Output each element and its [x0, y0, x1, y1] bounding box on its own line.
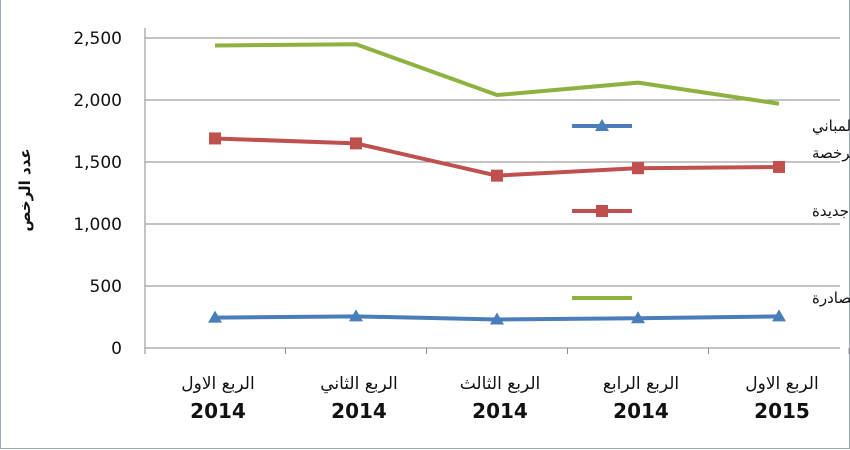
data-point	[349, 309, 363, 322]
x-tick-label-year: 2014	[331, 399, 387, 423]
series-lines	[208, 42, 786, 325]
legend-marker	[596, 205, 608, 217]
y-tick-label: 1,000	[73, 215, 122, 235]
legend-item: اضافات جديدة لمباني مرخصة	[572, 117, 850, 162]
x-tick-label-year: 2014	[190, 399, 246, 423]
y-tick-label: 0	[111, 339, 122, 359]
gridlines	[145, 37, 840, 287]
series-0	[214, 42, 780, 106]
legend-label: الرخص الصادرة	[812, 289, 850, 307]
legend-label: مرخصة	[812, 144, 850, 162]
x-tick-label-quarter: الربع الثاني	[320, 374, 398, 394]
x-tick-label-quarter: الربع الثالث	[460, 374, 541, 394]
legend-item: أبنية جديدة	[572, 201, 850, 220]
data-point	[632, 162, 644, 175]
data-point	[772, 309, 786, 322]
series-line	[214, 42, 780, 106]
legend-marker	[595, 119, 609, 131]
legend-label: أبنية جديدة	[812, 201, 850, 220]
y-axis-ticks: 0 500 1,000 1,500 2,000 2,500	[73, 29, 122, 359]
y-tick-label: 2,500	[73, 29, 122, 49]
legend: اضافات جديدة لمباني مرخصة أبنية جديدة الرخص…	[572, 117, 850, 307]
data-point	[209, 132, 221, 145]
x-tick-label-quarter: الربع الاول	[181, 374, 254, 394]
y-tick-label: 1,500	[73, 153, 122, 173]
data-point	[491, 169, 503, 182]
x-tick-label-year: 2014	[613, 399, 669, 423]
y-tick-label: 2,000	[73, 91, 122, 111]
series-1	[209, 132, 785, 182]
data-point	[350, 137, 362, 150]
data-point	[631, 311, 645, 324]
series-2	[208, 309, 786, 325]
x-tick-label-year: 2015	[754, 399, 810, 423]
x-tick-label-quarter: الربع الرابع	[603, 374, 679, 394]
legend-label: اضافات جديدة لمباني	[812, 117, 850, 136]
y-tick-label: 500	[90, 277, 122, 297]
x-tick-label-quarter: الربع الاول	[745, 374, 818, 394]
x-axis: الربع الاول 2014 الربع الثاني 2014 الربع الث…	[144, 28, 850, 423]
x-tick-label-year: 2014	[472, 399, 528, 423]
y-axis-label: عدد الرخص	[16, 148, 34, 231]
data-point	[490, 312, 504, 325]
data-point	[773, 160, 785, 173]
legend-item: الرخص الصادرة	[572, 289, 850, 307]
data-point	[208, 310, 222, 323]
